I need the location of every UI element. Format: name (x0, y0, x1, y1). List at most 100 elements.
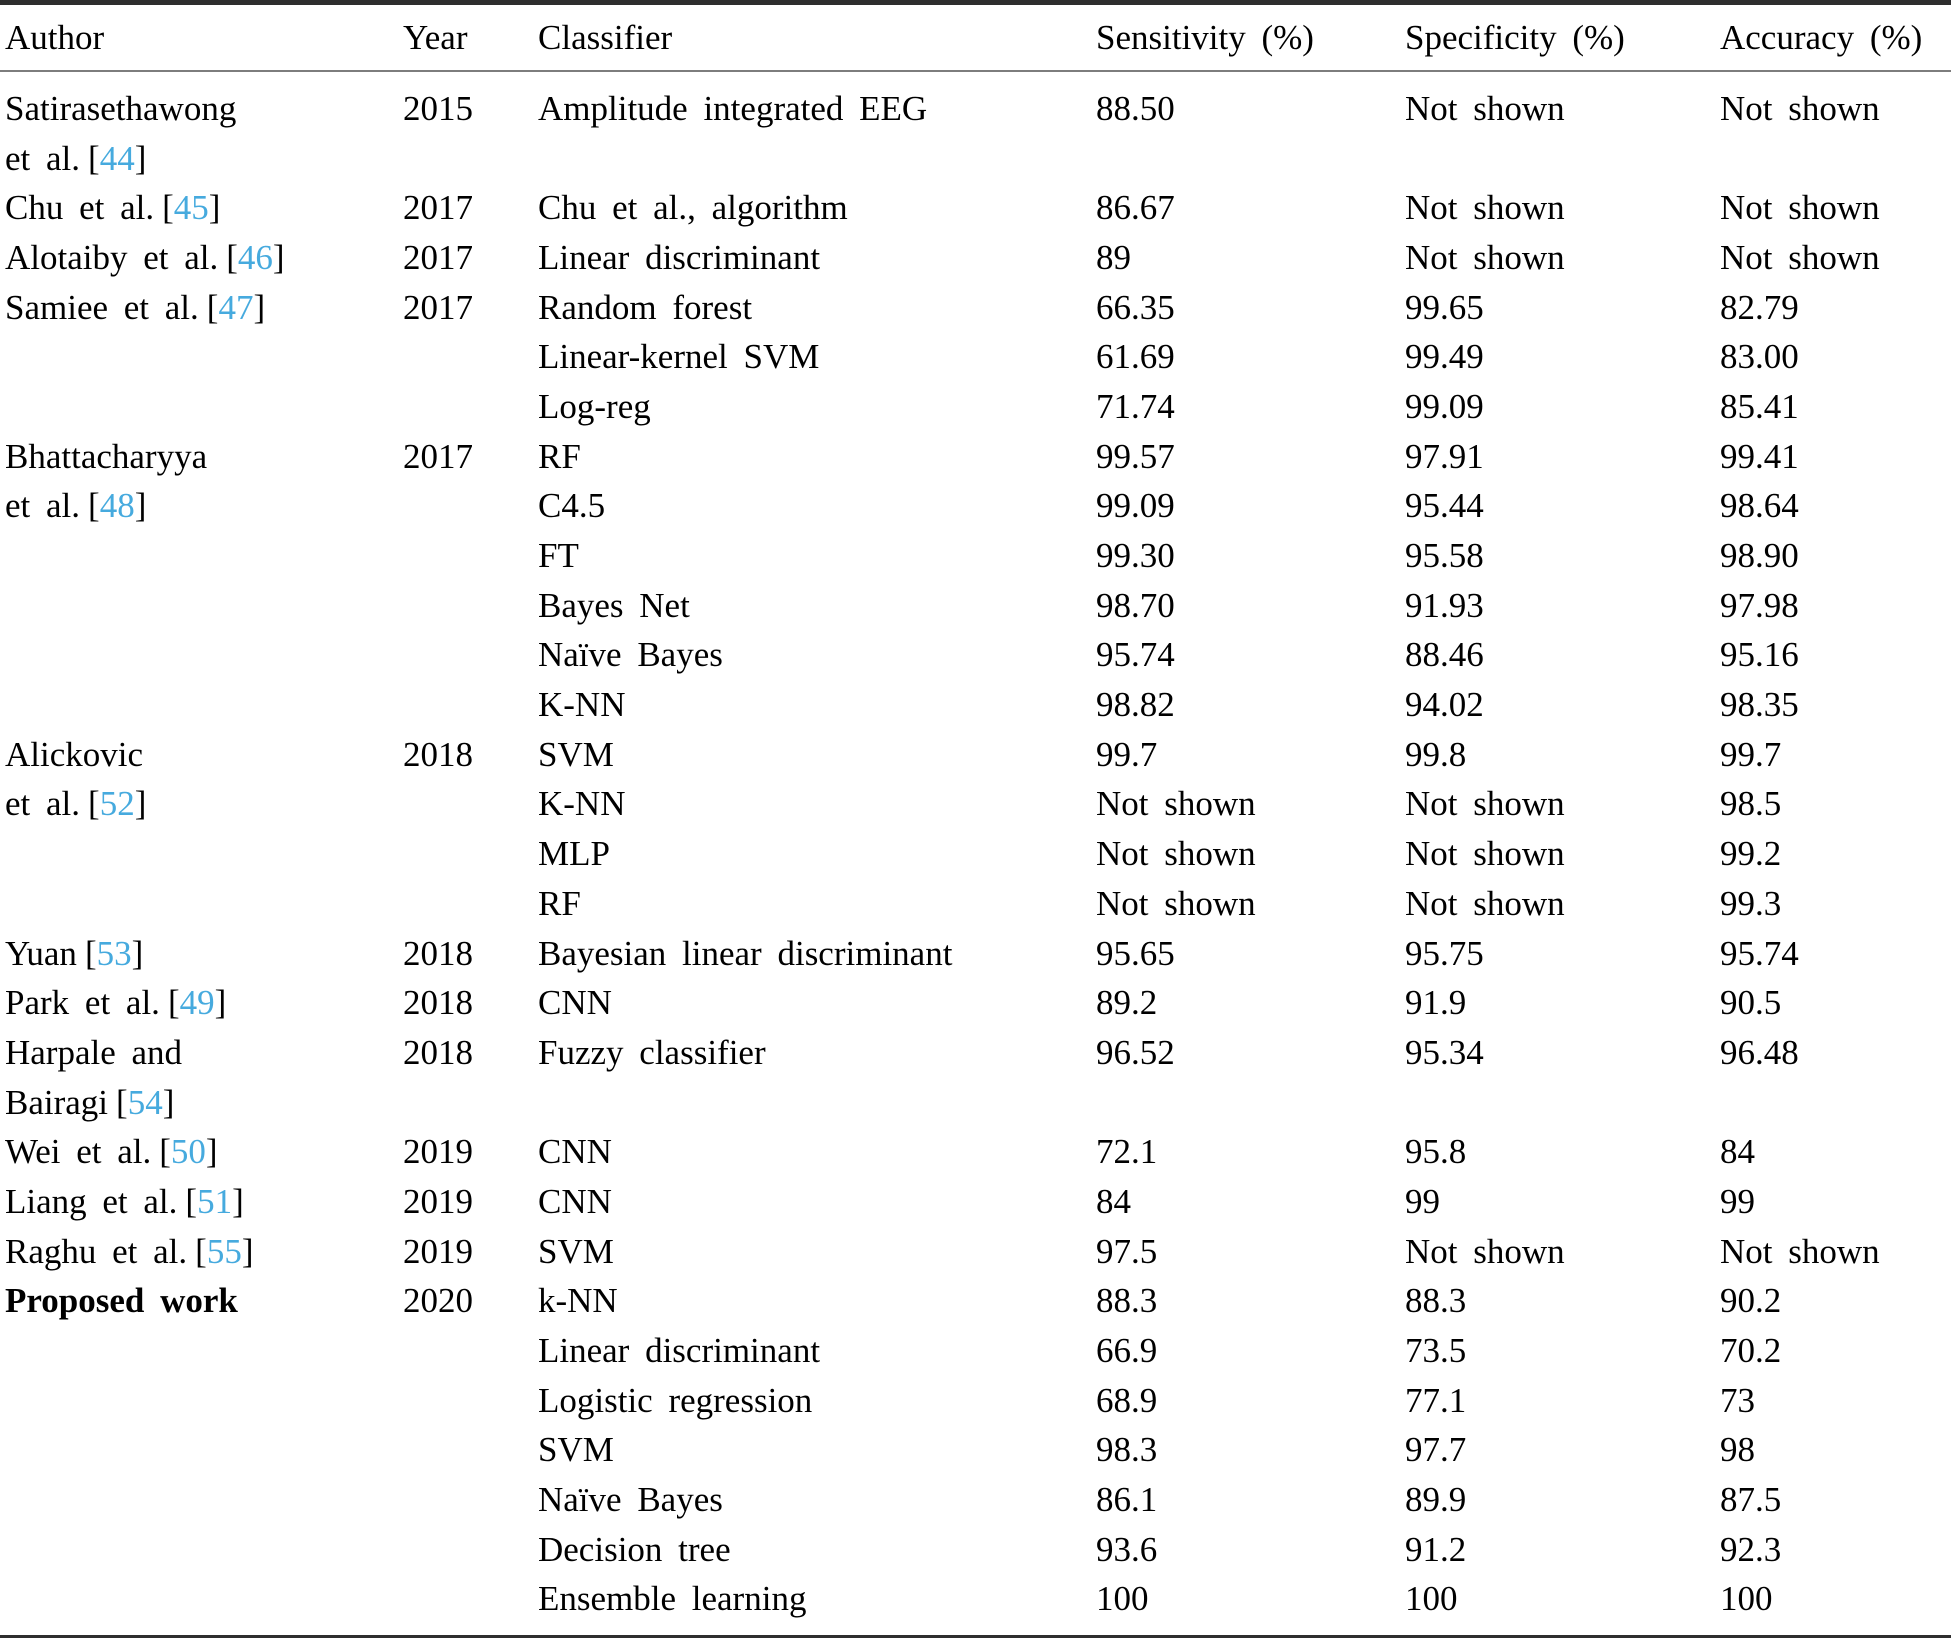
specificity-cell: 95.34 (1405, 1032, 1484, 1072)
year-cell: 2018 (403, 933, 473, 973)
author-text: et al. (5, 486, 81, 526)
classifier-cell: Linear discriminant (538, 1331, 821, 1371)
classifier-cell: Bayesian linear discriminant (538, 933, 953, 973)
accuracy-cell: 99.41 (1720, 436, 1799, 476)
citation-number[interactable]: 44 (99, 138, 135, 178)
sensitivity-cell: 86.67 (1096, 188, 1175, 228)
specificity-cell: 99.8 (1405, 734, 1467, 774)
table-row: Ensemble learning 100 100 100 (0, 1575, 1951, 1625)
accuracy-cell: 97.98 (1720, 585, 1799, 625)
accuracy-cell: 96.48 (1720, 1032, 1799, 1072)
accuracy-cell: 99.3 (1720, 883, 1782, 923)
table-row: Yuan [53] 2018 Bayesian linear discrimina… (0, 929, 1951, 979)
author-cell: Bhattacharyya (0, 437, 398, 477)
author-text: et al. (5, 138, 81, 178)
table-row: K-NN 98.82 94.02 98.35 (0, 680, 1951, 730)
citation-number[interactable]: 55 (206, 1231, 242, 1271)
citation-number[interactable]: 51 (197, 1181, 233, 1221)
sensitivity-cell: 93.6 (1096, 1529, 1158, 1569)
sensitivity-cell: 98.70 (1096, 585, 1175, 625)
citation-ref: [49] (168, 983, 226, 1022)
author-text: Satirasethawong (5, 88, 237, 128)
classifier-cell: k-NN (538, 1281, 618, 1321)
table-header-row: Author Year Classifier Sensitivity (%) S… (0, 5, 1951, 72)
table-row: FT 99.30 95.58 98.90 (0, 531, 1951, 581)
classifier-cell: SVM (538, 1231, 614, 1271)
specificity-cell: Not shown (1405, 188, 1565, 228)
table-row: Alickovic 2018 SVM 99.7 99.8 99.7 (0, 730, 1951, 780)
sensitivity-cell: 99.30 (1096, 536, 1175, 576)
sensitivity-cell: 99.7 (1096, 734, 1158, 774)
specificity-cell: 99.09 (1405, 386, 1484, 426)
citation-number[interactable]: 54 (127, 1082, 163, 1122)
accuracy-cell: 95.16 (1720, 635, 1799, 675)
sensitivity-cell: 96.52 (1096, 1032, 1175, 1072)
author-text: et al. (5, 784, 81, 824)
classifier-cell: Amplitude integrated EEG (538, 88, 928, 128)
citation-number[interactable]: 53 (96, 933, 132, 973)
citation-number[interactable]: 50 (170, 1132, 206, 1172)
author-text: Raghu et al. (5, 1231, 188, 1271)
citation-open-bracket: [ (206, 287, 219, 327)
citation-close-bracket: ] (272, 237, 285, 277)
author-text: Bhattacharyya (5, 436, 208, 476)
accuracy-cell: 98 (1720, 1430, 1755, 1470)
citation-number[interactable]: 45 (173, 188, 209, 228)
sensitivity-cell: 84 (1096, 1181, 1131, 1221)
classifier-cell: Linear discriminant (538, 237, 821, 277)
citation-ref: [47] (207, 288, 265, 327)
citation-number[interactable]: 48 (99, 486, 135, 526)
accuracy-cell: 98.90 (1720, 536, 1799, 576)
classifier-cell: Log-reg (538, 386, 651, 426)
citation-number[interactable]: 47 (218, 287, 254, 327)
classifier-cell: RF (538, 436, 581, 476)
author-cell: Harpale and (0, 1033, 398, 1073)
specificity-cell: Not shown (1405, 834, 1565, 874)
classifier-cell: CNN (538, 1181, 612, 1221)
classifier-cell: K-NN (538, 685, 626, 725)
citation-open-bracket: [ (88, 138, 100, 178)
accuracy-cell: 95.74 (1720, 933, 1799, 973)
sensitivity-cell: 71.74 (1096, 386, 1175, 426)
accuracy-cell: 98.35 (1720, 685, 1799, 725)
sensitivity-cell: 98.3 (1096, 1430, 1158, 1470)
classifier-cell: Fuzzy classifier (538, 1032, 766, 1072)
citation-open-bracket: [ (185, 1181, 198, 1221)
citation-ref: [52] (88, 784, 146, 823)
citation-close-bracket: ] (205, 1132, 218, 1172)
table-row: MLP Not shown Not shown 99.2 (0, 829, 1951, 879)
accuracy-cell: 98.64 (1720, 486, 1799, 526)
sensitivity-cell: 88.50 (1096, 88, 1175, 128)
citation-close-bracket: ] (162, 1082, 175, 1122)
table-row: Bairagi [54] (0, 1078, 1951, 1128)
specificity-cell: Not shown (1405, 784, 1565, 824)
citation-ref: [48] (88, 486, 146, 525)
citation-close-bracket: ] (134, 486, 147, 526)
table-body: Satirasethawong 2015 Amplitude integrate… (0, 72, 1951, 1624)
specificity-cell: 91.9 (1405, 983, 1467, 1023)
specificity-cell: 95.58 (1405, 536, 1484, 576)
citation-open-bracket: [ (88, 486, 100, 526)
table-row: Liang et al. [51] 2019 CNN 84 99 99 (0, 1177, 1951, 1227)
sensitivity-cell: 99.09 (1096, 486, 1175, 526)
classifier-cell: Ensemble learning (538, 1579, 807, 1619)
specificity-cell: 99.65 (1405, 287, 1484, 327)
column-header-specificity: Specificity (%) (1405, 17, 1625, 57)
citation-number[interactable]: 52 (99, 784, 135, 824)
sensitivity-cell: 98.82 (1096, 685, 1175, 725)
specificity-cell: 95.75 (1405, 933, 1484, 973)
sensitivity-cell: 95.65 (1096, 933, 1175, 973)
specificity-cell: Not shown (1405, 88, 1565, 128)
citation-number[interactable]: 49 (179, 983, 215, 1023)
table-row: SVM 98.3 97.7 98 (0, 1426, 1951, 1476)
sensitivity-cell: Not shown (1096, 784, 1256, 824)
citation-number[interactable]: 46 (237, 237, 273, 277)
table-row: Raghu et al. [55] 2019 SVM 97.5 Not shown… (0, 1227, 1951, 1277)
accuracy-cell: 99.7 (1720, 734, 1782, 774)
author-text: Alotaiby et al. (5, 237, 219, 277)
sensitivity-cell: 89 (1096, 237, 1131, 277)
classifier-cell: Decision tree (538, 1529, 731, 1569)
specificity-cell: 91.93 (1405, 585, 1484, 625)
column-header-classifier: Classifier (538, 17, 673, 57)
sensitivity-cell: 68.9 (1096, 1380, 1158, 1420)
